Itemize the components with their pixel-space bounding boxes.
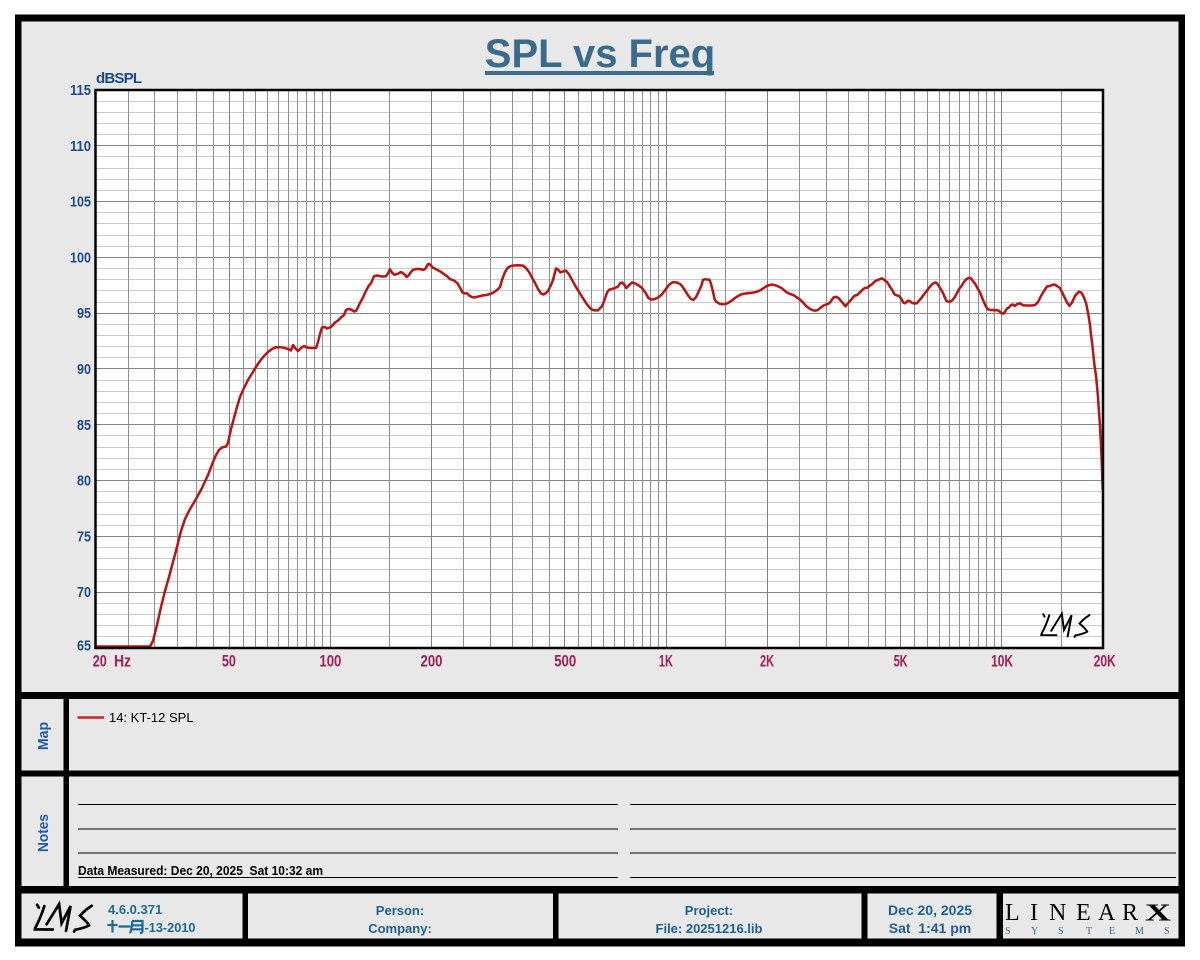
svg-text:20K: 20K [1094,652,1117,671]
svg-text:E: E [1109,926,1115,937]
svg-text:95: 95 [77,305,91,322]
svg-text:N: N [1049,900,1066,926]
svg-text:20: 20 [93,652,107,671]
svg-text:5K: 5K [894,652,908,671]
svg-text:-13-2010: -13-2010 [145,920,196,935]
svg-text:85: 85 [77,417,91,434]
svg-text:T: T [1086,926,1092,937]
svg-text:14: KT-12 SPL: 14: KT-12 SPL [109,710,194,725]
svg-text:S: S [1164,926,1170,937]
svg-text:115: 115 [70,82,91,99]
svg-text:65: 65 [77,638,91,655]
svg-text:S: S [1058,926,1064,937]
svg-text:R: R [1122,900,1138,926]
svg-text:M: M [1135,926,1144,937]
svg-text:Project:: Project: [685,903,733,918]
svg-text:80: 80 [77,473,91,490]
svg-text:110: 110 [70,138,91,155]
svg-text:105: 105 [70,194,91,211]
svg-text:L: L [1005,900,1020,926]
svg-text:Hz: Hz [114,652,131,671]
svg-text:1K: 1K [659,652,673,671]
svg-text:100: 100 [70,249,91,266]
svg-text:50: 50 [222,652,236,671]
svg-text:4.6.0.371: 4.6.0.371 [108,902,162,917]
svg-text:90: 90 [77,361,91,378]
svg-text:Dec 20, 2025: Dec 20, 2025 [888,902,972,918]
svg-text:File: 20251216.lib: File: 20251216.lib [656,921,763,936]
svg-text:Data Measured: Dec 20, 2025 S: Data Measured: Dec 20, 2025 Sat 10:32 am [78,863,323,878]
svg-text:Y: Y [1031,926,1038,937]
svg-text:75: 75 [77,528,91,545]
svg-text:X: X [1145,901,1172,927]
svg-text:Company:: Company: [368,921,432,936]
svg-text:Notes: Notes [35,814,52,852]
svg-text:dBSPL: dBSPL [96,70,142,87]
svg-text:200: 200 [421,652,443,671]
svg-text:S: S [1005,926,1011,937]
svg-text:Person:: Person: [376,903,424,918]
svg-text:Sat 1:41 pm: Sat 1:41 pm [889,920,971,936]
svg-text:100: 100 [319,652,341,671]
svg-text:2K: 2K [760,652,774,671]
svg-text:Map: Map [35,722,52,750]
svg-text:500: 500 [554,652,576,671]
svg-text:70: 70 [77,584,91,601]
svg-text:SPL vs Freq: SPL vs Freq [485,32,715,76]
svg-text:A: A [1098,900,1116,926]
svg-text:E: E [1076,900,1091,926]
svg-text:10K: 10K [991,652,1014,671]
svg-text:I: I [1030,900,1038,926]
